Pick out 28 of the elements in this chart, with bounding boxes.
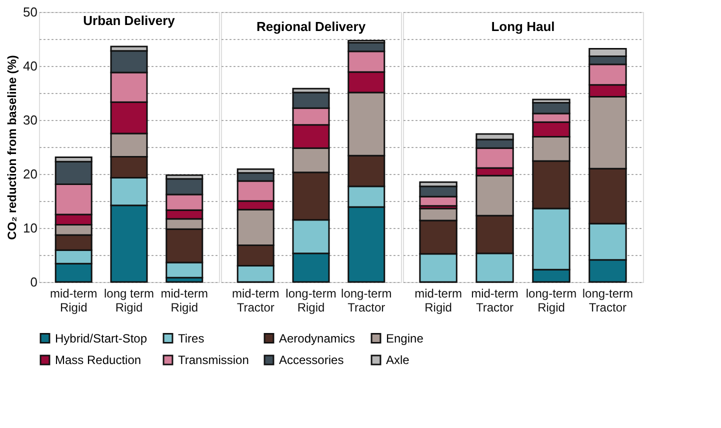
x-tick-label: long-term Rigid [526, 286, 577, 314]
chart-title: Urban Delivery [83, 13, 176, 28]
y-tick-label: 40 [23, 58, 38, 74]
legend-label: Accessories [279, 353, 344, 367]
x-tick-label: mid-term Tractor [471, 286, 518, 314]
legend-label: Aerodynamics [279, 331, 356, 346]
y-tick-label: 20 [23, 166, 38, 182]
x-tick-label: mid-term Rigid [160, 286, 208, 314]
legend-label: Axle [386, 353, 410, 367]
text: Long Haul [491, 19, 555, 34]
legend-label: Mass Reduction [55, 353, 142, 367]
x-tick-label: long-term Tractor [582, 286, 634, 314]
y-axis-title: CO₂ reduction from baseline (%) [5, 55, 20, 240]
legend-label: Tires [178, 331, 204, 346]
legend-label: Transmission [178, 353, 249, 367]
legend-label: Engine [386, 331, 424, 346]
x-tick-label: long term Rigid [104, 286, 154, 314]
x-tick-label: long-term Rigid [286, 286, 336, 314]
x-tick-label: mid-term Rigid [50, 286, 98, 314]
x-tick-label: mid-term Tractor [232, 286, 280, 314]
text: Regional Delivery [256, 19, 366, 34]
legend-label: Hybrid/Start-Stop [55, 331, 148, 346]
x-tick-label: mid-term Rigid [414, 286, 462, 314]
y-tick-label: 30 [23, 112, 38, 128]
y-tick-label: 50 [23, 4, 38, 20]
y-tick-label: 10 [23, 220, 38, 236]
x-tick-label: long-term Tractor [341, 286, 392, 314]
y-tick-label: 0 [30, 274, 38, 290]
